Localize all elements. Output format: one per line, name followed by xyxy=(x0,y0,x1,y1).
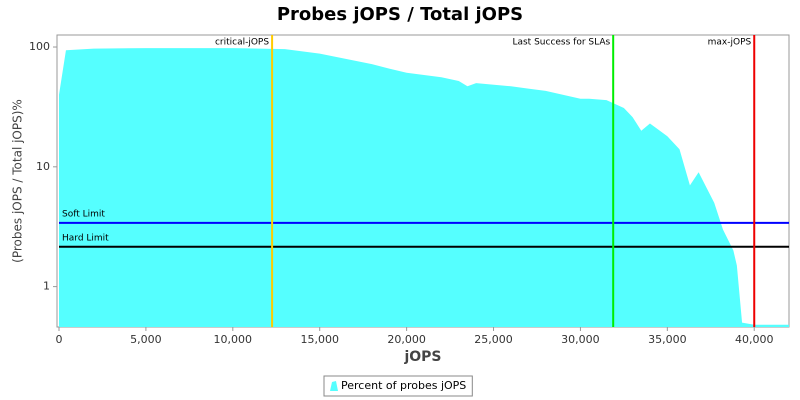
x-tick-label: 20,000 xyxy=(387,333,426,346)
x-tick-label: 10,000 xyxy=(214,333,253,346)
x-tick-label: 0 xyxy=(56,333,63,346)
y-axis-label: (Probes jOPS / Total jOPS)% xyxy=(11,99,25,263)
x-tick-label: 25,000 xyxy=(474,333,513,346)
x-tick-label: 30,000 xyxy=(561,333,600,346)
x-tick-label: 15,000 xyxy=(300,333,339,346)
x-tick-label: 5,000 xyxy=(130,333,162,346)
marker-label: critical-jOPS xyxy=(215,38,269,48)
limit-label: Soft Limit xyxy=(62,209,105,219)
legend-swatch xyxy=(330,381,338,391)
area xyxy=(59,48,789,328)
x-tick-label: 40,000 xyxy=(735,333,774,346)
legend-box xyxy=(323,375,473,397)
x-axis-label: jOPS xyxy=(403,349,441,365)
legend-label: Percent of probes jOPS xyxy=(341,379,466,392)
y-tick-label: 1 xyxy=(43,280,50,293)
legend: Percent of probes jOPS xyxy=(323,375,473,397)
limit-label: Hard Limit xyxy=(62,233,109,243)
marker-label: Last Success for SLAs xyxy=(512,38,610,48)
y-tick-label: 100 xyxy=(29,40,50,53)
marker-label: max-jOPS xyxy=(708,38,752,48)
x-tick-label: 35,000 xyxy=(648,333,687,346)
chart-title: Probes jOPS / Total jOPS xyxy=(277,4,523,25)
y-tick-label: 10 xyxy=(36,160,50,173)
